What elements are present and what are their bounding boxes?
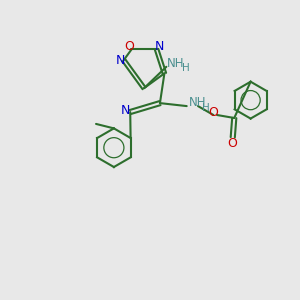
Text: N: N bbox=[121, 104, 130, 117]
Text: O: O bbox=[124, 40, 134, 53]
Text: N: N bbox=[154, 40, 164, 53]
Text: NH: NH bbox=[189, 96, 206, 109]
Text: N: N bbox=[116, 54, 125, 67]
Text: O: O bbox=[208, 106, 218, 118]
Text: NH: NH bbox=[167, 57, 185, 70]
Text: H: H bbox=[202, 103, 210, 113]
Text: O: O bbox=[227, 137, 237, 150]
Text: H: H bbox=[182, 63, 189, 73]
